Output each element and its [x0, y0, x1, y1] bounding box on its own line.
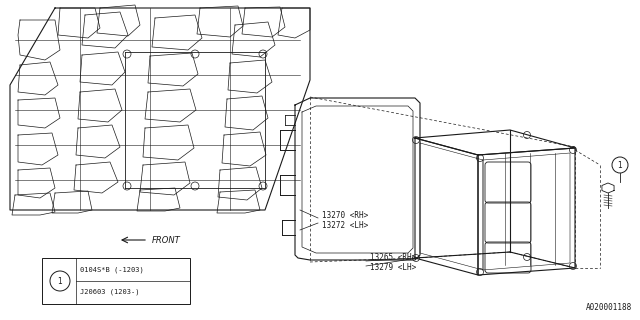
Text: 13272 <LH>: 13272 <LH> [322, 220, 368, 229]
Text: 13265 <RH>: 13265 <RH> [370, 253, 416, 262]
Text: 0104S*B (-1203): 0104S*B (-1203) [80, 267, 144, 273]
Text: FRONT: FRONT [152, 236, 180, 244]
Text: 13279 <LH>: 13279 <LH> [370, 263, 416, 273]
Text: J20603 (1203-): J20603 (1203-) [80, 289, 140, 295]
Text: 1: 1 [58, 276, 62, 285]
Text: 13270 <RH>: 13270 <RH> [322, 211, 368, 220]
Text: 1: 1 [618, 161, 622, 170]
Text: A020001188: A020001188 [586, 303, 632, 312]
Bar [42, 258, 190, 304]
